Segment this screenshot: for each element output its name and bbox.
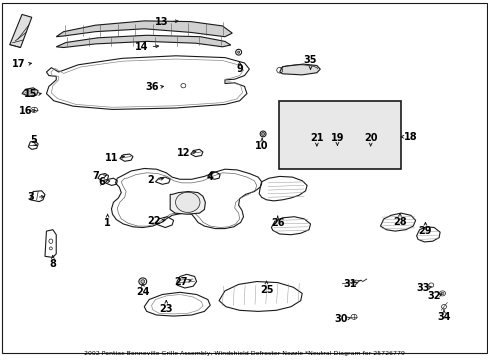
Ellipse shape: [261, 132, 264, 135]
Text: 13: 13: [154, 17, 168, 27]
Bar: [278, 101, 400, 169]
Text: 32: 32: [427, 291, 440, 301]
Polygon shape: [279, 64, 320, 75]
Text: 20: 20: [363, 133, 377, 143]
Text: 4: 4: [206, 172, 213, 182]
Text: 9: 9: [236, 64, 243, 74]
Text: 23: 23: [159, 304, 173, 314]
Text: 8: 8: [49, 258, 56, 269]
Text: 21: 21: [309, 133, 323, 143]
Ellipse shape: [440, 292, 443, 294]
Polygon shape: [10, 14, 32, 48]
Text: 22: 22: [147, 216, 161, 226]
Polygon shape: [56, 21, 232, 37]
Text: 10: 10: [255, 141, 268, 151]
Polygon shape: [332, 143, 351, 153]
Polygon shape: [170, 192, 205, 214]
Polygon shape: [22, 88, 38, 96]
Text: 2: 2: [147, 175, 154, 185]
Text: 3: 3: [27, 192, 34, 202]
Text: 34: 34: [436, 312, 450, 322]
Text: 7: 7: [92, 171, 99, 181]
Text: 25: 25: [259, 285, 273, 295]
Text: 1: 1: [104, 218, 111, 228]
Polygon shape: [56, 35, 230, 48]
Text: 30: 30: [334, 314, 347, 324]
Text: 29: 29: [418, 226, 431, 236]
Text: 14: 14: [135, 42, 148, 52]
Text: 28: 28: [392, 217, 406, 228]
Text: 24: 24: [136, 287, 149, 297]
Text: 18: 18: [403, 132, 417, 142]
Text: 26: 26: [270, 218, 284, 228]
Text: 35: 35: [303, 55, 317, 66]
Text: 2002 Pontiac Bonneville Grille Assembly, Windshield Defroster Nozzle *Neutral Di: 2002 Pontiac Bonneville Grille Assembly,…: [84, 351, 404, 356]
Text: 17: 17: [12, 59, 25, 69]
Text: 16: 16: [19, 106, 32, 116]
Text: 15: 15: [23, 89, 37, 99]
Ellipse shape: [237, 51, 239, 53]
Text: 11: 11: [104, 153, 118, 163]
Ellipse shape: [313, 144, 317, 148]
Text: 36: 36: [145, 82, 159, 92]
Ellipse shape: [175, 192, 200, 212]
Text: 27: 27: [174, 276, 187, 287]
Text: 33: 33: [415, 283, 429, 293]
Text: 5: 5: [30, 135, 37, 145]
Text: 19: 19: [330, 132, 344, 143]
Text: 12: 12: [177, 148, 190, 158]
Text: 31: 31: [342, 279, 356, 289]
Ellipse shape: [141, 280, 144, 283]
Text: 6: 6: [98, 177, 105, 187]
